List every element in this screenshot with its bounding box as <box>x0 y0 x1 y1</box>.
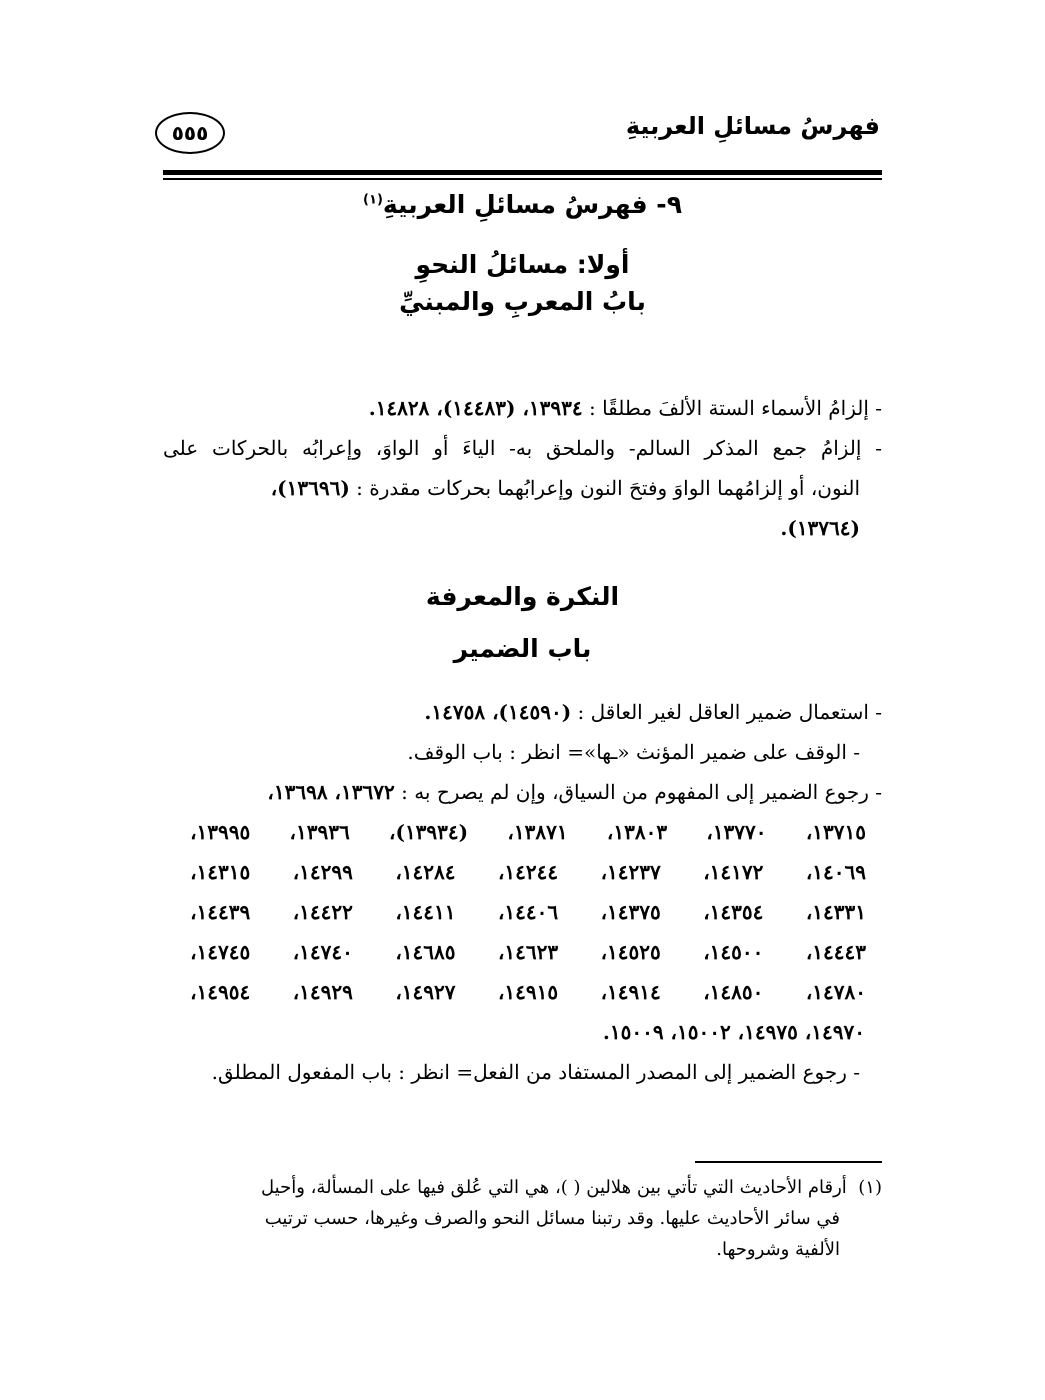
ref-number: ١٤٧٤٥، <box>190 940 251 964</box>
index-entry: - رجوع الضمير إلى المصدر المستفاد من الف… <box>163 1052 882 1092</box>
ref-number: ١٤٩١٤، <box>600 980 661 1004</box>
index-entry: - استعمال ضمير العاقل لغير العاقل : (١٤٥… <box>163 692 882 732</box>
ref-number: ١٤٦٨٥، <box>395 940 456 964</box>
ref-number: ١٤٤٤٣، <box>805 940 866 964</box>
ref-number: ١٣٧٧٠، <box>706 820 767 844</box>
footnote-marker[interactable]: (١) <box>363 192 383 208</box>
entry-text-line: النون، أو إلزامُهما الواوَ وفتحَ النون و… <box>349 476 860 500</box>
entry-refs: ١٣٦٧٢، ١٣٦٩٨، <box>267 780 395 804</box>
ref-number: ١٤٤٢٢، <box>292 900 353 924</box>
ref-number: (١٣٩٣٤)، <box>389 820 469 844</box>
ref-number: ١٣٨٠٣، <box>606 820 668 844</box>
footnote-text-line: الألفية وشروحها. <box>716 1239 840 1260</box>
ref-number: ١٤٠٦٩، <box>805 860 866 884</box>
running-title: فهرسُ مسائلِ العربيةِ <box>625 112 880 140</box>
refs-row: ١٤٠٦٩، ١٤١٧٢، ١٤٢٣٧، ١٤٢٤٤، ١٤٢٨٤، ١٤٢٩٩… <box>190 852 866 892</box>
entry-refs: (١٤٥٩٠)، ١٤٧٥٨. <box>424 700 572 724</box>
refs-row: ١٣٧١٥، ١٣٧٧٠، ١٣٨٠٣، ١٣٨٧١، (١٣٩٣٤)، ١٣٩… <box>190 812 866 852</box>
ref-number: ١٤٤٠٦، <box>497 900 559 924</box>
ref-number: ١٤٩٥٤، <box>190 980 251 1004</box>
ref-number: ١٤٣٥٤، <box>703 900 764 924</box>
entry-refs: (١٣٦٩٦)، <box>270 476 350 500</box>
ref-number: ١٤٩٢٧، <box>395 980 456 1004</box>
entry-text: - رجوع الضمير إلى المفهوم من السياق، وإن… <box>394 780 882 804</box>
page-number: ٥٥٥ <box>155 112 225 154</box>
refs-row: ١٤٧٨٠، ١٤٨٥٠، ١٤٩١٤، ١٤٩١٥، ١٤٩٢٧، ١٤٩٢٩… <box>190 972 866 1012</box>
ref-number: ١٤٣١٥، <box>190 860 251 884</box>
ref-number: ١٤٤٣٩، <box>190 900 251 924</box>
ref-number: ١٤٧٨٠، <box>805 980 866 1004</box>
ref-number: ١٣٩٩٥، <box>190 820 251 844</box>
ref-number: ١٤٣٧٥، <box>600 900 661 924</box>
ref-number: ١٤٦٢٣، <box>497 940 559 964</box>
footnote-text-line: في سائر الأحاديث عليها. وقد رتبنا مسائل … <box>264 1208 840 1229</box>
chapter-title: باب الضمير <box>453 634 592 663</box>
chapter-title: بابُ المعربِ والمبنيِّ <box>399 287 646 316</box>
footnote-rule <box>695 1161 882 1163</box>
entry-refs: (١٣٧٦٤). <box>780 516 860 540</box>
index-entry: - إلزامُ الأسماء الستة الألفَ مطلقًا : ١… <box>163 388 882 428</box>
entry-text: - رجوع الضمير إلى المصدر المستفاد من الف… <box>211 1060 860 1084</box>
ref-number: ١٣٧١٥، <box>805 820 866 844</box>
ref-number: ١٤٧٤٠، <box>292 940 353 964</box>
chapter-title: النكرة والمعرفة <box>425 582 620 611</box>
ref-number: ١٤٢٣٧، <box>600 860 661 884</box>
footnote: (١) أرقام الأحاديث التي تأتي بين هلالين … <box>163 1172 882 1265</box>
ref-number: ١٣٨٧١، <box>507 820 568 844</box>
index-entry: - الوقف على ضمير المؤنث «ـها»= انظر : با… <box>163 732 882 772</box>
index-entry: - إلزامُ جمع المذكر السالم- والملحق به- … <box>163 428 882 548</box>
part-title: أولا: مسائلُ النحوِ <box>415 250 630 279</box>
header-rule-thin <box>163 178 882 180</box>
ref-number: ١٤٥٠٠، <box>703 940 764 964</box>
ref-number: ١٤٩٢٩، <box>292 980 353 1004</box>
ref-number: ١٤٢٩٩، <box>292 860 353 884</box>
ref-number: ١٤٨٥٠، <box>703 980 764 1004</box>
entry-text: - إلزامُ الأسماء الستة الألفَ مطلقًا : <box>582 396 882 420</box>
ref-number: ١٤٢٤٤، <box>497 860 559 884</box>
entry-text: - استعمال ضمير العاقل لغير العاقل : <box>571 700 882 724</box>
ref-number: ١٤٥٢٥، <box>600 940 661 964</box>
refs-row: ١٤٣٣١، ١٤٣٥٤، ١٤٣٧٥، ١٤٤٠٦، ١٤٤١١، ١٤٤٢٢… <box>190 892 866 932</box>
footnote-mark: (١) <box>858 1177 882 1198</box>
ref-number: ١٤٤١١، <box>395 900 456 924</box>
ref-number: ١٤٩١٥، <box>497 980 559 1004</box>
ref-number: ١٤٢٨٤، <box>395 860 456 884</box>
entry-text-line: - إلزامُ جمع المذكر السالم- والملحق به- … <box>163 436 882 460</box>
header-rule-thick <box>163 170 882 175</box>
ref-number: ١٤١٧٢، <box>703 860 764 884</box>
refs-row-last: ١٤٩٧٠، ١٤٩٧٥، ١٥٠٠٢، ١٥٠٠٩. <box>602 1020 865 1044</box>
section-title-text: ٩- فهرسُ مسائلِ العربيةِ <box>382 190 682 219</box>
index-entry: - رجوع الضمير إلى المفهوم من السياق، وإن… <box>163 772 882 812</box>
entry-text: - الوقف على ضمير المؤنث «ـها»= انظر : با… <box>407 740 860 764</box>
ref-number: ١٣٩٣٦، <box>289 820 350 844</box>
footnote-text-line: أرقام الأحاديث التي تأتي بين هلالين ( )،… <box>261 1177 847 1198</box>
entry-refs: ١٣٩٣٤، (١٤٤٨٣)، ١٤٨٢٨. <box>368 396 583 420</box>
ref-number: ١٤٣٣١، <box>805 900 866 924</box>
refs-row: ١٤٤٤٣، ١٤٥٠٠، ١٤٥٢٥، ١٤٦٢٣، ١٤٦٨٥، ١٤٧٤٠… <box>190 932 866 972</box>
section-title: ٩- فهرسُ مسائلِ العربيةِ(١) <box>163 190 882 219</box>
